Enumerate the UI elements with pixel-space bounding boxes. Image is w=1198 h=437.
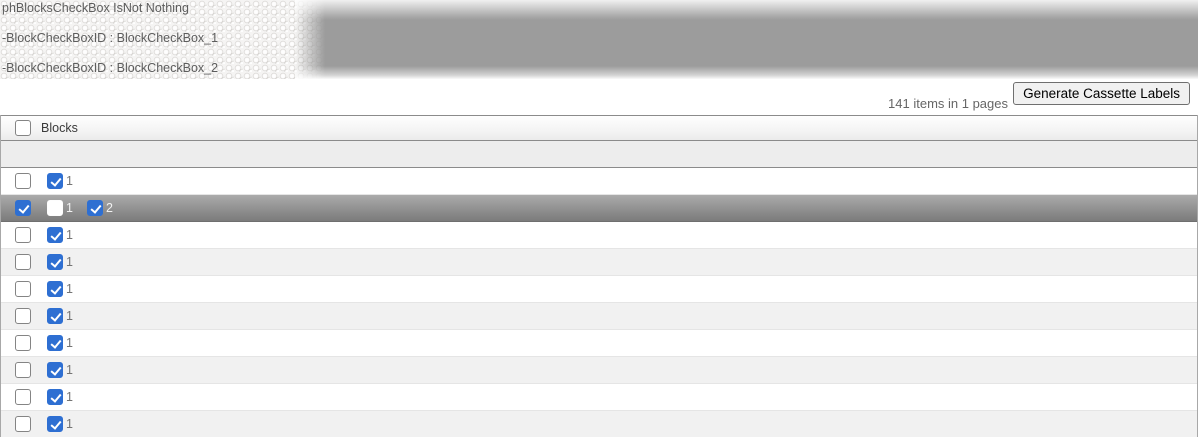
block-item: 1 — [47, 200, 73, 216]
blocks-cell: 1 — [47, 389, 87, 405]
block-item: 1 — [47, 281, 73, 297]
block-item: 1 — [47, 416, 73, 432]
toolbar: 141 items in 1 pages Generate Cassette L… — [0, 79, 1198, 115]
debug-line: -BlockCheckBoxID : BlockCheckBox_2 — [2, 61, 219, 75]
block-checkbox[interactable] — [47, 389, 63, 405]
block-checkbox[interactable] — [47, 200, 63, 216]
block-label: 1 — [66, 174, 73, 188]
row-select-checkbox[interactable] — [15, 416, 31, 432]
blocks-cell: 1 — [47, 416, 87, 432]
block-checkbox[interactable] — [86, 200, 103, 216]
select-all-checkbox[interactable] — [15, 120, 31, 136]
block-item: 1 — [47, 335, 73, 351]
block-item: 1 — [47, 362, 73, 378]
table-row[interactable]: 1 — [1, 249, 1197, 276]
block-checkbox[interactable] — [47, 173, 63, 189]
column-header-blocks: Blocks — [41, 121, 78, 135]
block-label: 1 — [66, 309, 73, 323]
block-checkbox[interactable] — [47, 362, 63, 378]
table-row[interactable]: 1 — [1, 411, 1197, 437]
row-select-checkbox[interactable] — [15, 389, 31, 405]
block-item: 2 — [86, 200, 113, 216]
block-label: 1 — [66, 228, 73, 242]
table-row[interactable]: 1 — [1, 222, 1197, 249]
block-item: 1 — [47, 254, 73, 270]
block-item: 1 — [47, 389, 73, 405]
blocks-cell: 1 — [47, 362, 87, 378]
row-select-checkbox[interactable] — [15, 362, 31, 378]
block-checkbox[interactable] — [47, 227, 63, 243]
debug-line: phBlocksCheckBox IsNot Nothing — [2, 1, 189, 15]
row-select-checkbox[interactable] — [15, 227, 31, 243]
blocks-cell: 1 — [47, 281, 87, 297]
block-checkbox[interactable] — [47, 281, 63, 297]
blocks-cell: 1 — [47, 173, 87, 189]
gray-overlay-panel — [295, 0, 1198, 79]
block-checkbox[interactable] — [47, 254, 63, 270]
block-label: 2 — [105, 201, 113, 215]
table-row[interactable]: 1 — [1, 357, 1197, 384]
block-label: 1 — [66, 201, 73, 215]
block-item: 1 — [47, 308, 73, 324]
block-label: 1 — [66, 390, 73, 404]
block-label: 1 — [66, 255, 73, 269]
block-checkbox[interactable] — [47, 416, 63, 432]
blocks-cell: 1 — [47, 308, 87, 324]
blocks-cell: 1 — [47, 335, 87, 351]
items-summary: 141 items in 1 pages — [888, 96, 1008, 111]
blocks-cell: 1 — [47, 227, 87, 243]
generate-cassette-labels-button[interactable]: Generate Cassette Labels — [1013, 82, 1190, 105]
row-select-checkbox[interactable] — [15, 173, 31, 189]
row-select-checkbox[interactable] — [15, 254, 31, 270]
filter-row — [1, 141, 1197, 168]
block-label: 1 — [66, 336, 73, 350]
table-header-row: Blocks — [1, 115, 1197, 141]
table-row[interactable]: 1 — [1, 276, 1197, 303]
row-select-checkbox[interactable] — [15, 308, 31, 324]
debug-line: -BlockCheckBoxID : BlockCheckBox_1 — [2, 31, 219, 45]
block-label: 1 — [66, 282, 73, 296]
table-row[interactable]: 1 — [1, 384, 1197, 411]
block-checkbox[interactable] — [47, 308, 63, 324]
table-row[interactable]: 1 — [1, 168, 1197, 195]
debug-panel: phBlocksCheckBox IsNot Nothing -BlockChe… — [0, 0, 1198, 79]
block-item: 1 — [47, 227, 73, 243]
block-label: 1 — [66, 417, 73, 431]
row-select-checkbox[interactable] — [15, 200, 31, 216]
block-checkbox[interactable] — [47, 335, 63, 351]
table-row[interactable]: 1 — [1, 303, 1197, 330]
table-row[interactable]: 1 — [1, 330, 1197, 357]
row-select-checkbox[interactable] — [15, 335, 31, 351]
blocks-cell: 1 — [47, 254, 87, 270]
block-label: 1 — [66, 363, 73, 377]
row-select-checkbox[interactable] — [15, 281, 31, 297]
block-item: 1 — [47, 173, 73, 189]
